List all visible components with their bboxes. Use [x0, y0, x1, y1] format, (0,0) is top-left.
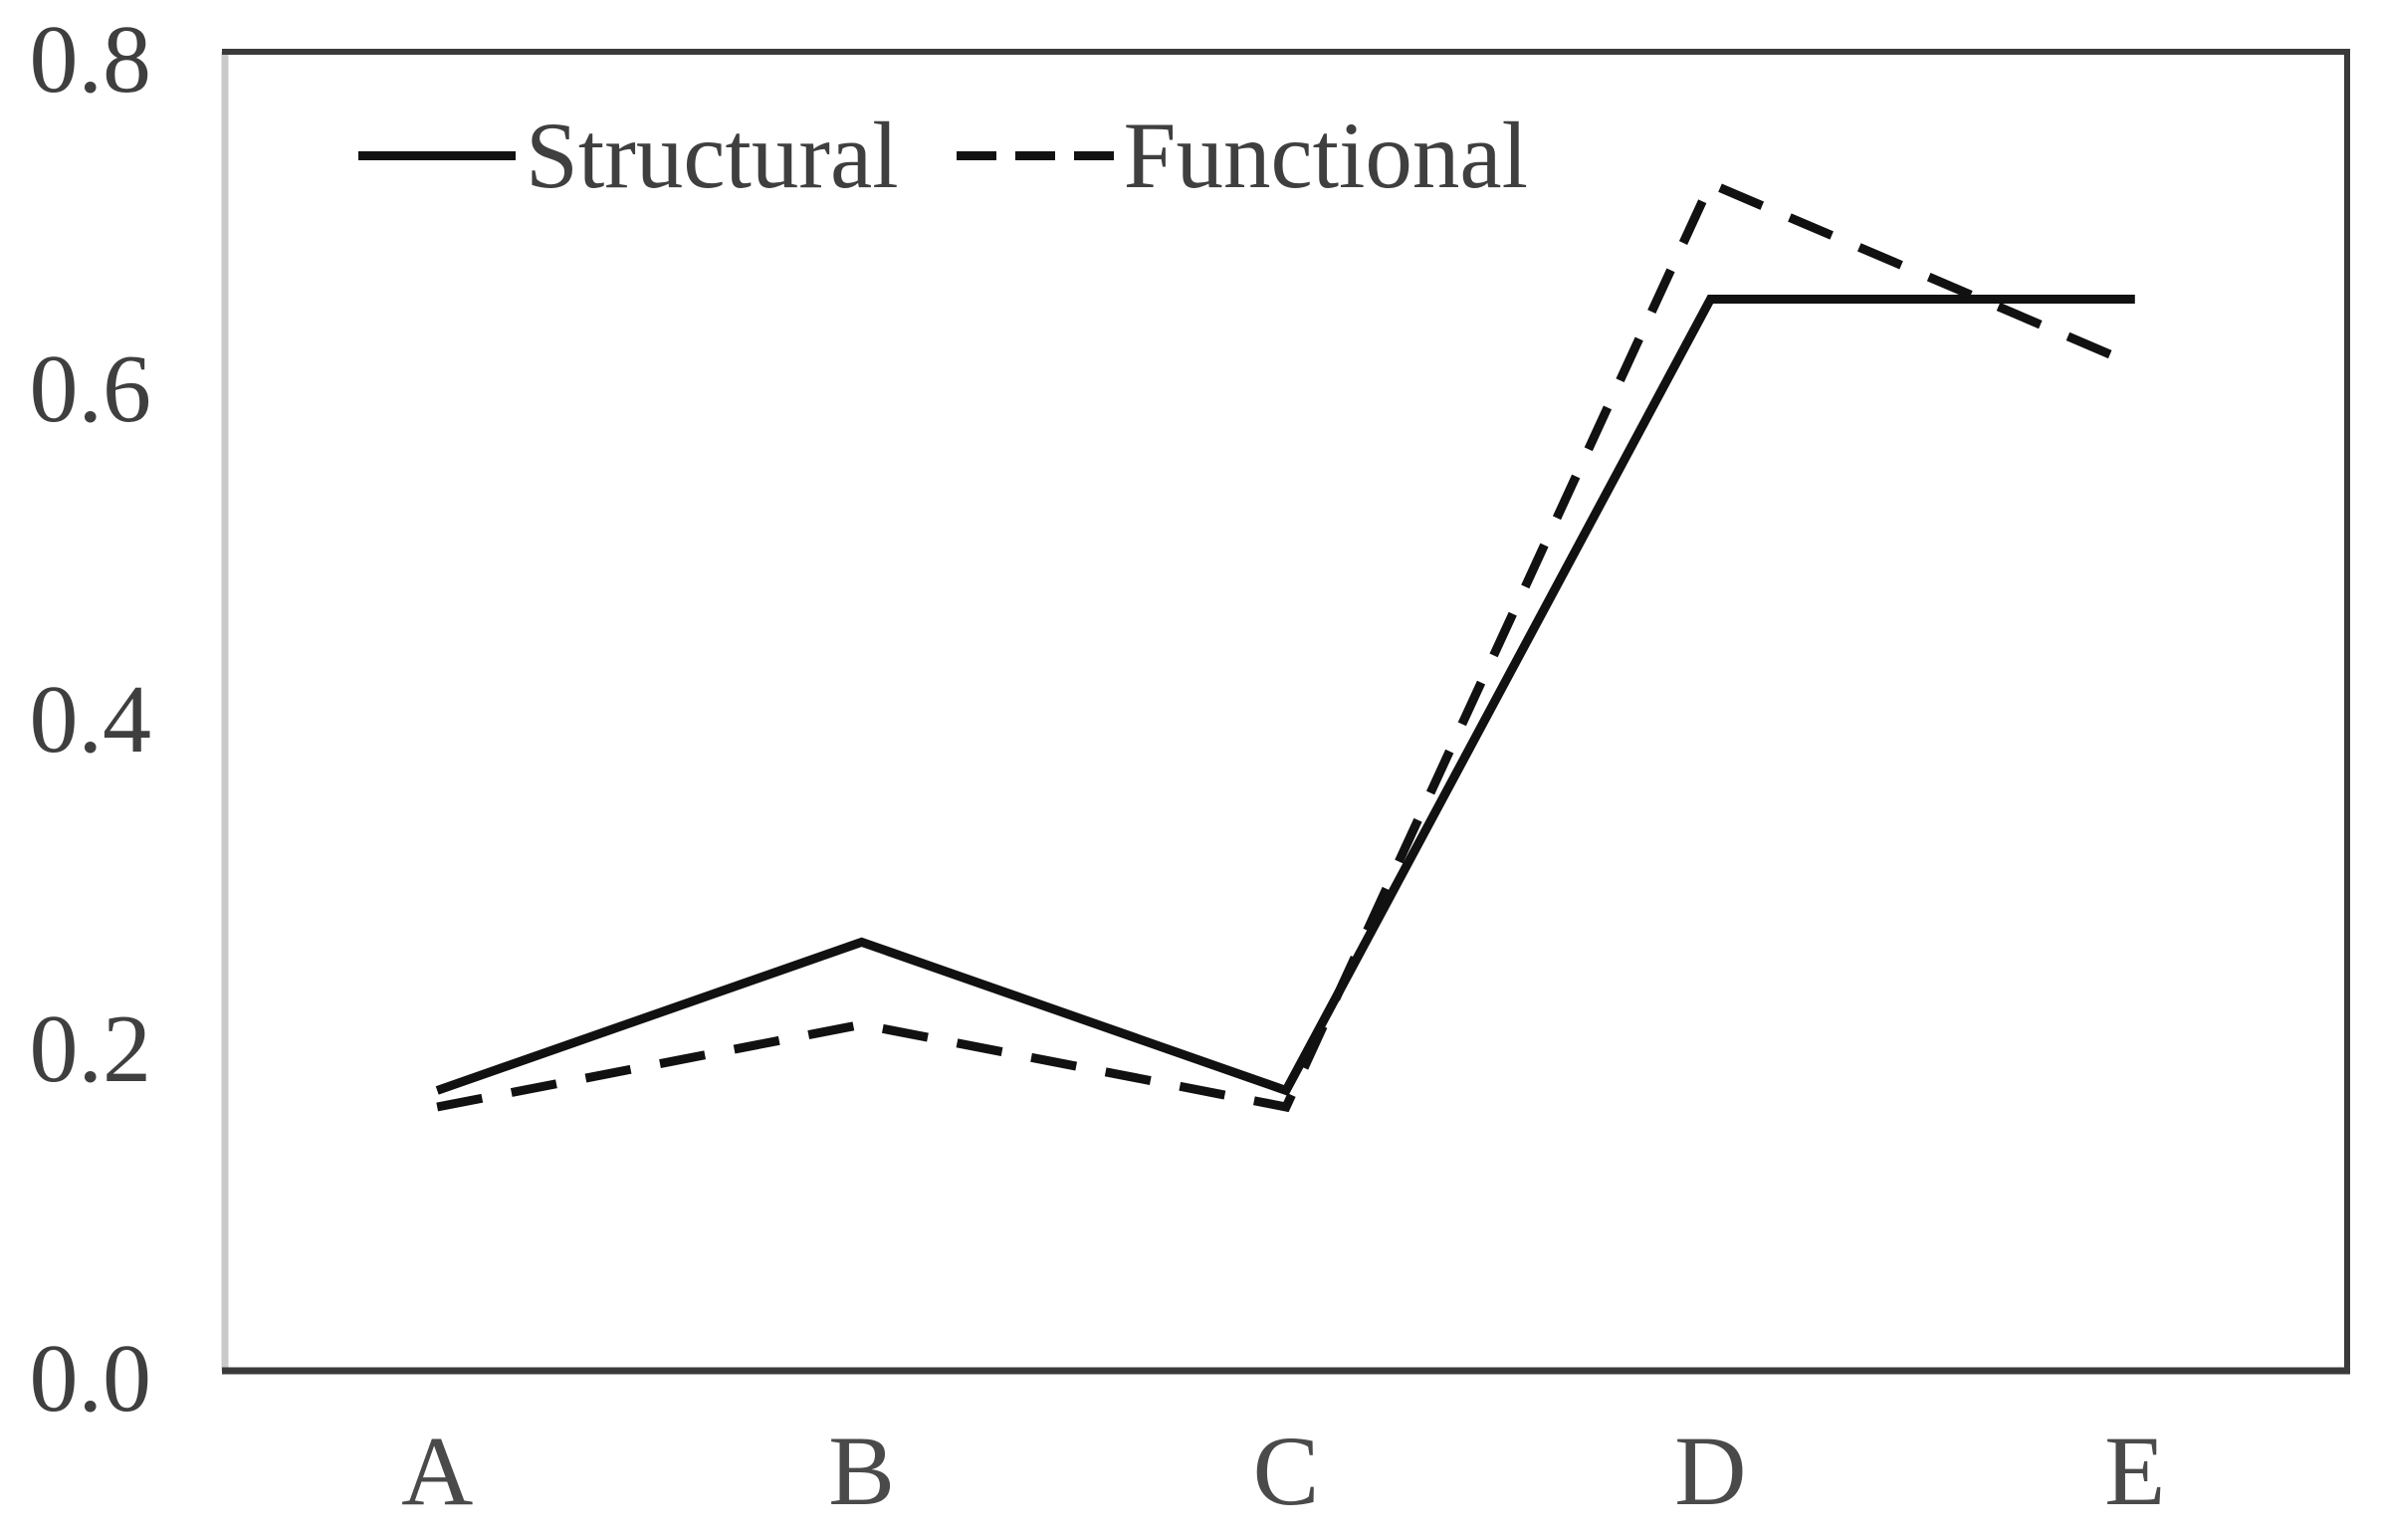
x-category-label-C: C: [1252, 1416, 1320, 1526]
y-tick-label-0.6: 0.6: [29, 335, 152, 444]
legend-label-structural: Structural: [526, 102, 899, 208]
y-tick-label-0.8: 0.8: [29, 6, 152, 113]
legend-solid-line-sample: [358, 150, 516, 160]
series-line-structural: [435, 294, 2135, 1096]
series-line-functional: [436, 177, 2137, 1113]
x-category-label-E: E: [2104, 1416, 2166, 1526]
legend-label-functional: Functional: [1123, 102, 1528, 208]
legend: Structural Functional: [358, 100, 1528, 211]
y-tick-label-0.4: 0.4: [29, 665, 152, 773]
x-category-label-A: A: [401, 1416, 474, 1526]
y-tick-label-0.2: 0.2: [29, 994, 152, 1103]
x-category-label-B: B: [828, 1416, 895, 1526]
y-tick-label-0.0: 0.0: [29, 1325, 152, 1432]
x-category-label-D: D: [1674, 1416, 1747, 1526]
legend-dashed-line-sample: [956, 150, 1114, 160]
